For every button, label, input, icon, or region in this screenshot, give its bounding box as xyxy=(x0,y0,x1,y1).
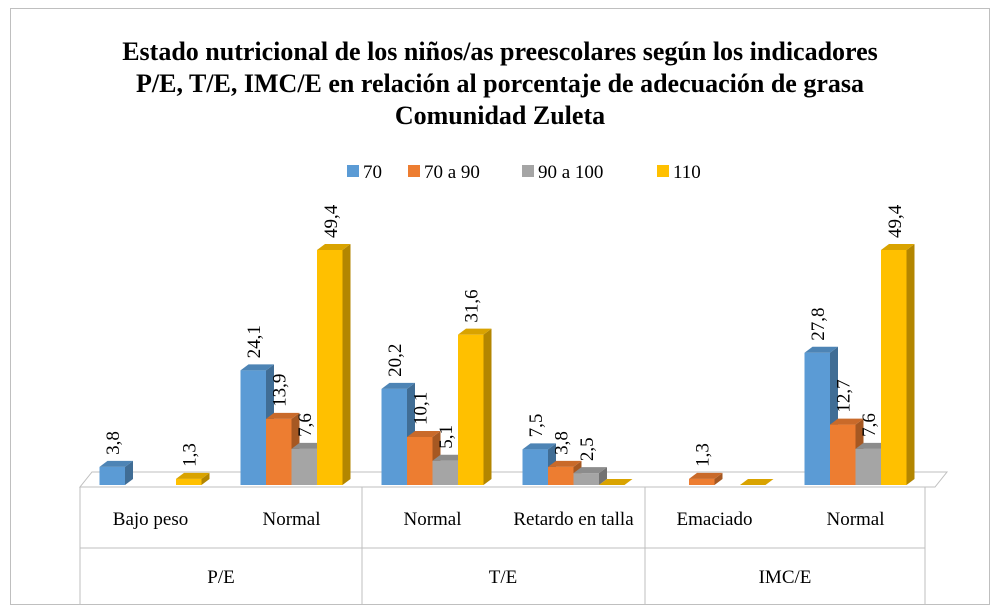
data-label: 49,4 xyxy=(885,204,906,238)
bar-top xyxy=(830,418,864,425)
group-label: P/E xyxy=(207,567,235,588)
data-label: 31,6 xyxy=(462,289,483,322)
legend-label: 90 a 100 xyxy=(538,162,603,183)
data-label: 12,7 xyxy=(834,379,855,412)
data-label: 1,3 xyxy=(180,443,201,467)
legend-label: 110 xyxy=(673,162,701,183)
data-label: 13,9 xyxy=(270,374,291,407)
bar xyxy=(573,467,607,485)
bar-front xyxy=(522,449,548,485)
bar-top xyxy=(458,328,492,335)
bar-side xyxy=(483,328,492,485)
bar-side xyxy=(342,244,351,485)
group-label: T/E xyxy=(488,567,518,588)
group-label: IMC/E xyxy=(758,567,812,588)
bar-top xyxy=(689,472,723,479)
bar-top xyxy=(740,479,774,485)
bar-side xyxy=(906,244,915,485)
data-label: 20,2 xyxy=(385,344,406,377)
bar-top xyxy=(522,443,556,450)
bar-front xyxy=(573,473,599,485)
data-label: 1,3 xyxy=(693,443,714,467)
bar-top xyxy=(291,442,325,449)
bar-front xyxy=(291,448,317,485)
bar-front xyxy=(830,424,856,485)
bar xyxy=(689,472,723,485)
bar-top xyxy=(99,460,133,467)
legend-label: 70 xyxy=(363,162,382,183)
data-label: 5,1 xyxy=(436,425,457,449)
bar-front xyxy=(99,466,125,485)
bar-side xyxy=(125,460,133,485)
data-label: 49,4 xyxy=(321,204,342,238)
bar xyxy=(458,328,492,485)
legend-swatch xyxy=(347,165,359,177)
bar xyxy=(176,472,210,485)
x-tick-label: Emaciado xyxy=(676,509,753,530)
bar-front xyxy=(548,466,574,485)
bar-front xyxy=(855,448,881,485)
data-label: 2,5 xyxy=(577,437,598,461)
bar-front xyxy=(266,418,292,485)
bar-side xyxy=(201,472,210,485)
bar-front xyxy=(240,370,266,485)
bar-top xyxy=(804,346,838,353)
bar xyxy=(317,244,351,485)
legend-swatch xyxy=(522,165,534,177)
bar-front xyxy=(689,478,715,485)
bar-front xyxy=(381,388,407,485)
bar-side xyxy=(599,467,607,485)
bar xyxy=(881,244,915,485)
chart-border xyxy=(10,8,990,605)
bar-front xyxy=(432,460,458,485)
bar-top xyxy=(407,430,441,437)
bar-top xyxy=(573,467,607,474)
bar-top xyxy=(381,382,415,389)
bar-side xyxy=(714,472,723,485)
legend-label: 70 a 90 xyxy=(424,162,480,183)
bar-front xyxy=(458,334,484,485)
bar xyxy=(99,460,133,485)
bar-top xyxy=(432,454,466,461)
data-label: 7,5 xyxy=(526,414,547,438)
legend-swatch xyxy=(657,165,669,177)
bar-front xyxy=(176,478,202,485)
chart-title: Estado nutricional de los niños/as prees… xyxy=(122,37,878,130)
data-label: 24,1 xyxy=(244,325,265,358)
x-tick-label: Retardo en talla xyxy=(513,509,634,530)
bar xyxy=(599,479,633,485)
bar-top xyxy=(317,244,351,250)
bar-front xyxy=(804,352,830,485)
bar-top xyxy=(548,460,582,467)
bar-top xyxy=(855,442,889,449)
bar-top xyxy=(266,412,300,419)
bar-top xyxy=(240,364,274,371)
data-label: 7,6 xyxy=(295,413,316,437)
legend-swatch xyxy=(408,165,420,177)
x-tick-label: Normal xyxy=(826,509,885,530)
bar xyxy=(740,479,774,485)
data-label: 27,8 xyxy=(808,308,829,341)
bar-top xyxy=(176,472,210,479)
data-label: 3,8 xyxy=(552,431,573,455)
data-label: 3,8 xyxy=(103,431,124,455)
bar-front xyxy=(407,436,433,485)
bar-front xyxy=(881,250,907,485)
x-tick-label: Bajo peso xyxy=(112,509,189,530)
bar-top xyxy=(599,479,633,485)
data-label: 10,1 xyxy=(411,392,432,425)
x-tick-label: Normal xyxy=(262,509,321,530)
data-label: 7,6 xyxy=(859,413,880,437)
bar-front xyxy=(317,250,343,485)
bar-top xyxy=(881,244,915,250)
x-tick-label: Normal xyxy=(403,509,462,530)
